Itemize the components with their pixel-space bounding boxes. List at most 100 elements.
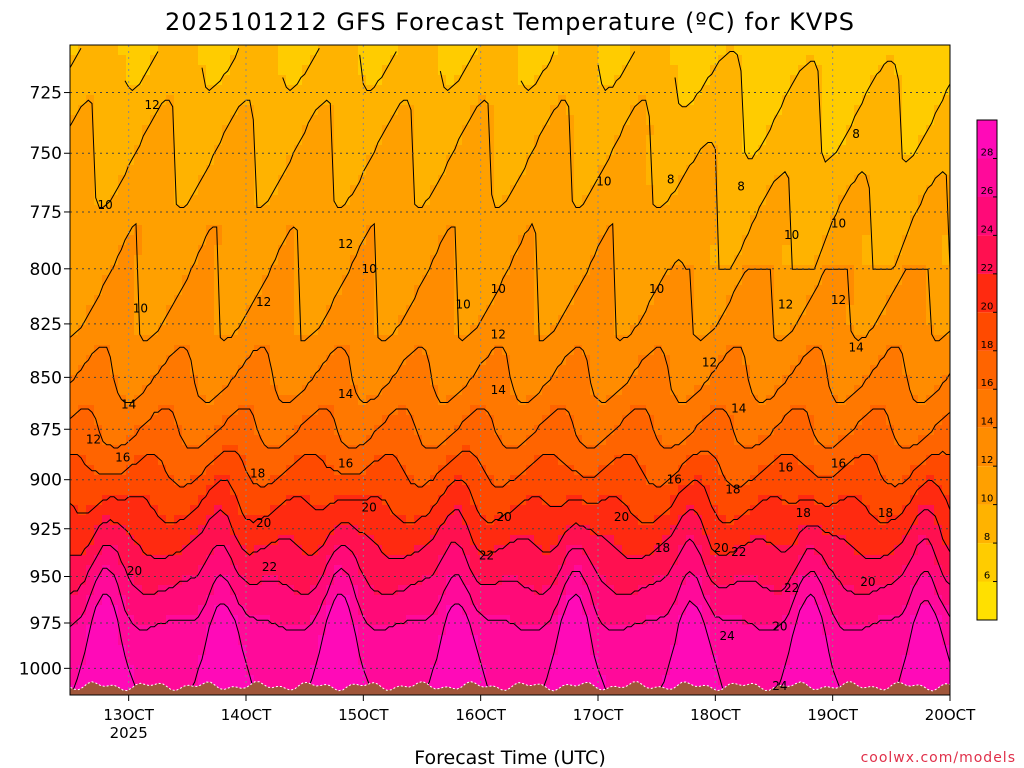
temperature-cell — [390, 395, 399, 406]
temperature-cell — [630, 485, 639, 496]
temperature-cell — [302, 135, 311, 146]
temperature-cell — [246, 305, 255, 316]
temperature-cell — [470, 405, 479, 416]
temperature-cell — [406, 75, 415, 86]
temperature-cell — [334, 655, 343, 666]
temperature-cell — [550, 285, 559, 296]
temperature-cell — [102, 425, 111, 436]
temperature-cell — [494, 255, 503, 266]
temperature-cell — [630, 675, 639, 686]
temperature-cell — [102, 145, 111, 156]
temperature-cell — [510, 675, 519, 686]
temperature-cell — [630, 265, 639, 276]
temperature-cell — [358, 305, 367, 316]
temperature-cell — [246, 45, 255, 56]
temperature-cell — [390, 115, 399, 126]
temperature-cell — [286, 405, 295, 416]
temperature-cell — [582, 425, 591, 436]
temperature-cell — [478, 495, 487, 506]
temperature-cell — [302, 55, 311, 66]
temperature-cell — [614, 415, 623, 426]
temperature-cell — [462, 575, 471, 586]
temperature-cell — [358, 335, 367, 346]
temperature-cell — [478, 155, 487, 166]
temperature-cell — [190, 535, 199, 546]
temperature-cell — [326, 465, 335, 476]
temperature-cell — [366, 405, 375, 416]
temperature-cell — [174, 455, 183, 466]
temperature-cell — [126, 635, 135, 646]
temperature-cell — [142, 675, 151, 686]
temperature-cell — [366, 255, 375, 266]
temperature-cell — [542, 275, 551, 286]
temperature-cell — [182, 215, 191, 226]
temperature-cell — [262, 185, 271, 196]
temperature-cell — [270, 45, 279, 56]
temperature-cell — [438, 175, 447, 186]
temperature-cell — [438, 405, 447, 416]
temperature-cell — [534, 275, 543, 286]
temperature-cell — [118, 375, 127, 386]
temperature-cell — [342, 425, 351, 436]
temperature-cell — [86, 515, 95, 526]
temperature-cell — [142, 515, 151, 526]
temperature-cell — [646, 655, 655, 666]
temperature-cell — [110, 535, 119, 546]
temperature-cell — [126, 105, 135, 116]
temperature-cell — [230, 115, 239, 126]
temperature-cell — [150, 555, 159, 566]
temperature-cell — [510, 275, 519, 286]
temperature-cell — [286, 435, 295, 446]
temperature-cell — [278, 195, 287, 206]
temperature-cell — [470, 655, 479, 666]
temperature-cell — [270, 595, 279, 606]
temperature-cell — [230, 455, 239, 466]
temperature-cell — [150, 615, 159, 626]
temperature-cell — [414, 45, 423, 56]
temperature-cell — [318, 665, 327, 676]
temperature-cell — [142, 185, 151, 196]
temperature-cell — [622, 95, 631, 106]
temperature-cell — [102, 395, 111, 406]
temperature-cell — [534, 515, 543, 526]
temperature-cell — [86, 645, 95, 656]
temperature-cell — [574, 485, 583, 496]
temperature-cell — [342, 345, 351, 356]
temperature-cell — [430, 255, 439, 266]
temperature-cell — [286, 485, 295, 496]
temperature-cell — [550, 55, 559, 66]
temperature-cell — [238, 185, 247, 196]
temperature-cell — [254, 375, 263, 386]
temperature-cell — [558, 525, 567, 536]
temperature-cell — [278, 335, 287, 346]
temperature-cell — [518, 175, 527, 186]
temperature-cell — [582, 55, 591, 66]
temperature-cell — [622, 385, 631, 396]
temperature-cell — [494, 445, 503, 456]
temperature-cell — [278, 595, 287, 606]
temperature-cell — [510, 295, 519, 306]
temperature-cell — [526, 565, 535, 576]
temperature-cell — [286, 595, 295, 606]
temperature-cell — [286, 55, 295, 66]
temperature-cell — [238, 45, 247, 56]
temperature-cell — [678, 355, 687, 366]
temperature-cell — [526, 205, 535, 216]
temperature-cell — [654, 415, 663, 426]
temperature-cell — [662, 105, 671, 116]
temperature-cell — [398, 395, 407, 406]
temperature-cell — [174, 445, 183, 456]
temperature-cell — [670, 575, 679, 586]
temperature-cell — [550, 225, 559, 236]
temperature-cell — [166, 265, 175, 276]
temperature-cell — [630, 225, 639, 236]
temperature-cell — [262, 255, 271, 266]
temperature-cell — [638, 435, 647, 446]
temperature-cell — [310, 255, 319, 266]
temperature-cell — [254, 655, 263, 666]
temperature-cell — [262, 505, 271, 516]
temperature-cell — [310, 125, 319, 136]
temperature-cell — [158, 185, 167, 196]
temperature-cell — [158, 435, 167, 446]
temperature-cell — [214, 665, 223, 676]
